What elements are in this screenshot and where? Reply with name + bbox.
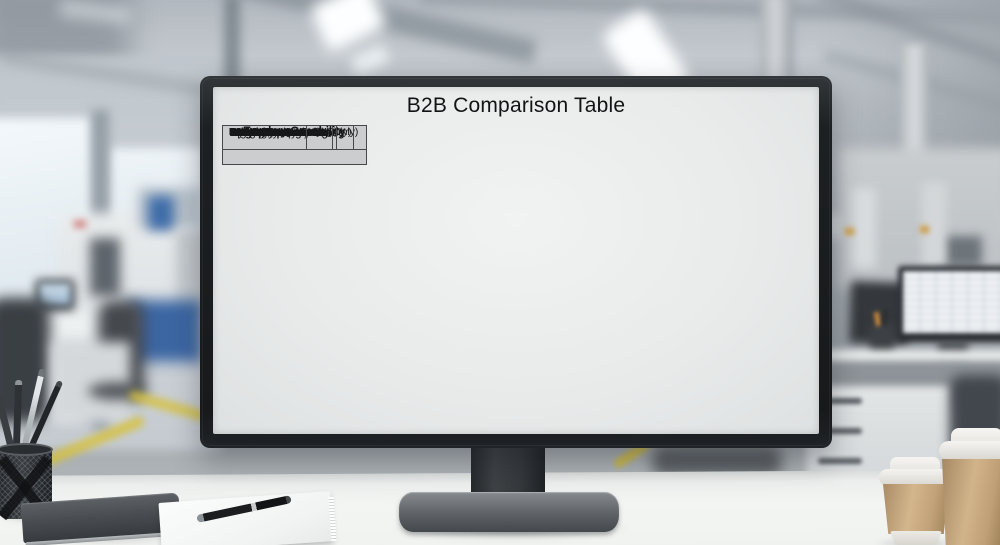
- table-cell: ODM: [222, 125, 354, 150]
- table-cell: Titan Industries: [222, 125, 337, 150]
- monitor-stand: [471, 446, 545, 500]
- drawer-handle: [818, 398, 862, 404]
- table-cell: 6–8 Weeks: [222, 125, 307, 150]
- table-cell: Full: [222, 125, 367, 150]
- machine-pipe: [852, 188, 876, 268]
- table-cell: Full: [222, 125, 367, 150]
- table-cell: New York, NY: [222, 125, 333, 150]
- coffee-cup-lid: [879, 469, 953, 486]
- column-header: Turnkey Capability: [222, 125, 367, 165]
- ceiling-pillar: [224, 0, 240, 95]
- monitor-screen: B2B Comparison Table Supplier Name Headqu…: [213, 87, 819, 434]
- table-cell: Contract Manufacturing: [222, 125, 354, 150]
- table-cell: ODM: [222, 125, 354, 150]
- table-cell: MegaFab: [222, 125, 337, 150]
- table-cell: No: [222, 125, 367, 150]
- coffee-cup-sleeve: [890, 531, 942, 545]
- table-cell: No: [222, 125, 367, 150]
- table-cell: 4–6 Weeks: [222, 125, 307, 150]
- machine-window: [90, 238, 120, 296]
- table-cell: 6–8 Weeks: [222, 125, 307, 150]
- machine-opening: [942, 236, 982, 266]
- table-cell: Singapore: [222, 125, 333, 150]
- table-cell: Contract Manufacturing: [222, 125, 354, 150]
- table-cell: TechSolutions Inc: [222, 125, 337, 150]
- background-desk: [818, 350, 1000, 364]
- table-cell: 10–12 Weeks: [222, 125, 307, 150]
- table-cell: Global Dynamics: [222, 125, 337, 150]
- table-cell: Acme Precision: [222, 125, 337, 150]
- machine-blue-part: [148, 196, 174, 230]
- page-title: B2B Comparison Table: [406, 94, 626, 117]
- machine-red-label: [74, 221, 86, 227]
- coffee-cup: [883, 484, 949, 534]
- coffee-cup-lid: [890, 457, 940, 472]
- table-cell: Hybrid Contract/ODM: [222, 125, 354, 150]
- coffee-cup-lid: [951, 428, 1000, 444]
- machine-pipe: [922, 182, 946, 267]
- table-cell: 6–8 Weeks: [222, 125, 307, 150]
- background-monitor-screen: [39, 283, 71, 305]
- table-cell: 8–10 Weeks: [222, 125, 307, 150]
- machine-warning-label: [920, 226, 929, 233]
- table-cell: Chicago, IL: [222, 125, 333, 150]
- office-chair: [0, 298, 50, 423]
- column-header: Business Model: [222, 125, 354, 165]
- table-cell: Vertically Integrated: [222, 125, 354, 150]
- machine-warning-label: [845, 228, 854, 235]
- table-cell: 12–16 Weeks: [222, 125, 307, 150]
- table-cell: 8–10 Weeks: [222, 125, 307, 150]
- table-cell: 4–6 Weeks: [222, 125, 307, 150]
- table-cell: Innovative Dynamics: [222, 125, 337, 150]
- table-cell: Seoul, South Korea: [222, 125, 333, 150]
- column-header: Supplier Name: [222, 125, 337, 165]
- table-cell: Partial (Design Only): [222, 125, 367, 150]
- table-cell: Partial (Assembly Only): [222, 125, 367, 150]
- table-cell: High-Mix Low-Volume: [222, 125, 354, 150]
- background-monitor-screen: [903, 271, 1000, 333]
- table-cell: Omni Corp: [222, 125, 337, 150]
- drawer-handle: [818, 458, 862, 464]
- monitor: B2B Comparison Table Supplier Name Headqu…: [200, 76, 832, 448]
- table-cell: 10–12 Weeks: [222, 125, 307, 150]
- table-cell: Berlin, Germany: [222, 125, 333, 150]
- drawer-handle: [818, 428, 862, 434]
- table-cell: Partial (Components Only): [222, 125, 367, 150]
- table-cell: Full: [222, 125, 367, 150]
- table-cell: OEM: [222, 125, 354, 150]
- table-cell: Vertically Integrated: [222, 125, 354, 150]
- table-cell: OEM Manufacturing: [222, 125, 354, 150]
- table-cell: Mumbai, India: [222, 125, 333, 150]
- table-cell: Tokyo, Japan: [222, 125, 333, 150]
- column-header: Lead Time Range: [222, 125, 307, 165]
- table-cell: Bangalore, India: [222, 125, 333, 150]
- table-cell: Sterling Industries: [222, 125, 337, 150]
- table-cell: Shenzhen, China: [222, 125, 333, 150]
- table-cell: Partial (Manufacturing Only): [222, 125, 367, 150]
- table-cell: Full: [222, 125, 367, 150]
- table-cell: Apex Manufacturing: [222, 125, 337, 150]
- coffee-cup-lid: [939, 441, 1000, 461]
- table-cell: London, UK: [222, 125, 333, 150]
- monitor-stand-base: [399, 492, 619, 532]
- coffee-cup: [942, 459, 1000, 545]
- table-cell: United Component: [222, 125, 337, 150]
- column-header: Headquarters Location: [222, 125, 333, 165]
